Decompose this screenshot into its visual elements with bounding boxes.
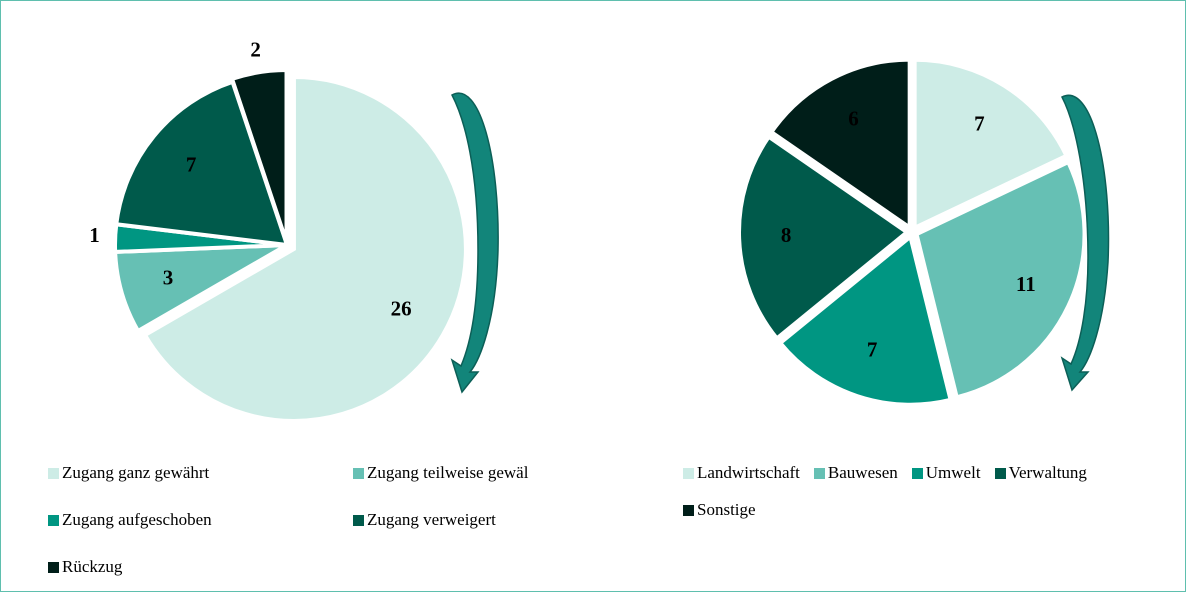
legend-swatch (48, 514, 59, 526)
legend-item: Zugang verweigert (353, 508, 658, 532)
arrow (1060, 94, 1110, 392)
legend-swatch (683, 467, 694, 479)
data-label: 6 (848, 106, 859, 130)
legend: Zugang ganz gewährt Zugang teilweise gewä… (48, 461, 668, 579)
legend-swatch (911, 467, 923, 479)
legend-label: Landwirtschaft (697, 463, 800, 482)
legend-item: Bauwesen (813, 461, 898, 485)
pie-slice (737, 133, 911, 342)
pie-slice (768, 57, 912, 232)
data-label: 7 (974, 111, 985, 135)
legend-label: Zugang verweigert (367, 510, 496, 529)
legend-swatch (683, 504, 694, 516)
legend-label: Zugang aufgeschoben (62, 510, 212, 529)
legend-swatch (813, 467, 825, 479)
legend-swatch (48, 467, 59, 479)
data-label: 7 (186, 152, 197, 176)
legend-label: Zugang teilweise gewäl (367, 463, 529, 482)
legend-label: Umwelt (925, 463, 981, 482)
legend-swatch (48, 561, 59, 573)
data-label: 11 (1016, 272, 1036, 296)
data-label: 3 (163, 265, 174, 289)
legend-label: Verwaltung (1008, 463, 1087, 482)
legend-item: Zugang aufgeschoben (48, 508, 353, 532)
pie-slice (777, 233, 954, 407)
legend-item: Umwelt (911, 461, 981, 485)
pie-slice (914, 159, 1087, 400)
data-label: 26 (391, 297, 412, 321)
pie-slice (229, 68, 289, 243)
legend-item: Landwirtschaft (683, 461, 800, 485)
data-label: 2 (250, 38, 261, 62)
legend-swatch (353, 514, 364, 526)
data-label: 7 (867, 337, 878, 361)
legend-swatch (994, 467, 1006, 479)
legend-item: Zugang teilweise gewäl (353, 461, 658, 485)
legend-swatch (353, 467, 364, 479)
legend: Landwirtschaft Bauwesen Umwelt Verwaltung So… (683, 461, 1143, 522)
legend-label: Bauwesen (827, 463, 898, 482)
legend-label: Sonstige (697, 500, 756, 519)
data-label: 8 (781, 223, 792, 247)
pie-slice (912, 57, 1070, 231)
arrow (450, 92, 499, 394)
pie-slice (114, 79, 290, 248)
legend-item: Rückzug (48, 555, 353, 579)
legend-item: Zugang ganz gewährt (48, 461, 353, 485)
pie-slice (142, 74, 468, 423)
legend-label: Rückzug (62, 557, 123, 576)
legend-item: Verwaltung (994, 461, 1087, 485)
data-label: 1 (89, 223, 100, 247)
legend-label: Zugang ganz gewährt (62, 463, 210, 482)
legend-item: Sonstige (683, 498, 756, 522)
